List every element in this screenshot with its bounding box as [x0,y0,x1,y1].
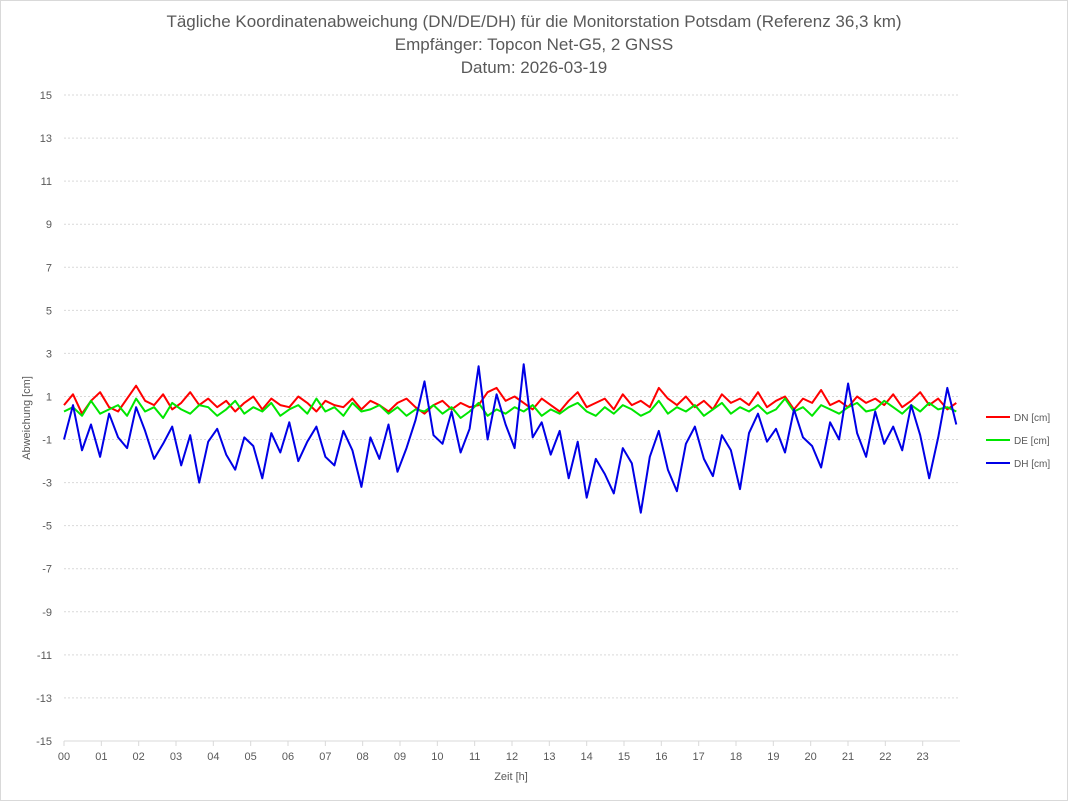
y-tick-label: 9 [46,219,52,231]
y-tick-label: -13 [36,693,52,705]
x-tick-label: 08 [357,751,369,763]
chart-title: Tägliche Koordinatenabweichung (DN/DE/DH… [166,12,902,31]
x-axis-label: Zeit [h] [494,771,528,783]
gridlines [63,94,960,746]
chart-subtitle-date: Datum: 2026-03-19 [460,58,608,77]
x-tick-label: 13 [543,751,555,763]
x-tick-label: 12 [506,751,518,763]
x-tick-labels: 00 01 02 03 04 05 06 07 08 09 10 11 12 13 14 15 16 17 18 19… [58,751,929,763]
x-tick-label: 15 [618,751,630,763]
legend: DN [cm] DE [cm] DH [cm] [986,413,1050,470]
x-tick-label: 21 [842,751,854,763]
x-tick-label: 03 [170,751,182,763]
x-tick-label: 23 [917,751,929,763]
x-tick-label: 04 [207,751,219,763]
series-line-dh [63,363,958,514]
y-tick-label: 15 [40,90,52,102]
y-tick-label: -7 [42,564,52,576]
y-tick-label: -1 [42,435,52,447]
x-tick-label: 16 [655,751,667,763]
x-tick-label: 19 [767,751,779,763]
y-tick-label: -9 [42,607,52,619]
y-tick-label: 13 [40,133,52,145]
legend-entry: DN [cm] [1014,413,1050,424]
x-tick-label: 22 [879,751,891,763]
x-tick-label: 14 [581,751,593,763]
y-tick-label: 5 [46,305,52,317]
y-tick-label: 3 [46,348,52,360]
series-line-de [63,397,957,419]
legend-entry: DH [cm] [1014,459,1050,470]
x-tick-label: 09 [394,751,406,763]
x-tick-label: 17 [693,751,705,763]
y-tick-labels: 15 13 11 9 7 5 3 1 -1 -3 -5 -7 -9 -11 -13 -15 [36,90,52,748]
y-axis-label: Abweichung [cm] [21,376,33,460]
y-tick-label: -15 [36,736,52,748]
x-tick-label: 05 [245,751,257,763]
y-tick-label: 1 [46,391,52,403]
x-tick-label: 07 [319,751,331,763]
x-tick-label: 18 [730,751,742,763]
y-tick-label: 11 [41,176,52,188]
x-tick-label: 01 [95,751,107,763]
legend-entry: DE [cm] [1014,436,1050,447]
x-tick-label: 11 [469,751,480,763]
series-line-dn [63,384,957,415]
series-lines [63,363,958,514]
x-tick-label: 02 [133,751,145,763]
chart-subtitle-receiver: Empfänger: Topcon Net-G5, 2 GNSS [394,35,674,54]
y-tick-label: -3 [42,478,52,490]
x-tick-label: 00 [58,751,70,763]
x-tick-label: 06 [282,751,294,763]
y-tick-label: -5 [42,521,52,533]
x-tick-label: 10 [431,751,443,763]
y-tick-label: 7 [46,262,52,274]
y-tick-label: -11 [37,650,52,662]
x-tick-label: 20 [805,751,817,763]
